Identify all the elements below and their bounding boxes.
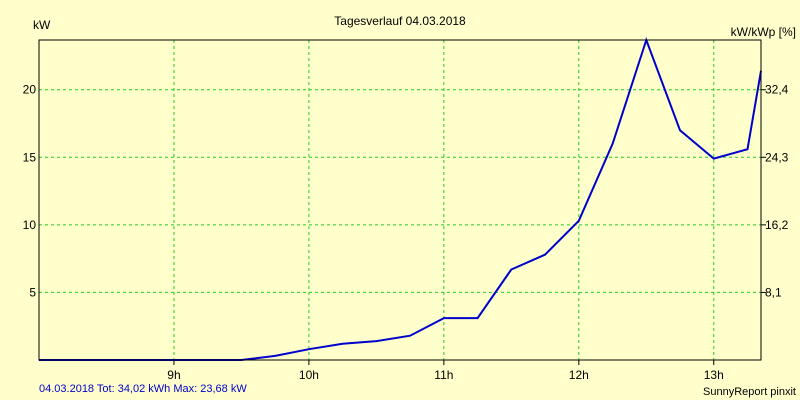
y-axis-right-label: kW/kWp [%] <box>731 25 796 39</box>
y-tick-label-right: 32,4 <box>765 83 789 97</box>
y-tick-label-left: 5 <box>29 285 36 299</box>
x-tick-label: 10h <box>299 368 319 382</box>
chart-title: Tagesverlauf 04.03.2018 <box>334 14 466 28</box>
x-tick-label: 9h <box>167 368 180 382</box>
x-tick-label: 11h <box>434 368 453 382</box>
y-tick-label-left: 15 <box>23 150 37 164</box>
plot-area <box>39 40 761 360</box>
y-tick-label-right: 16,2 <box>765 218 789 232</box>
x-tick-label: 12h <box>569 368 589 382</box>
tick-labels: 9h 10h 11h 12h 13h 5 8,1 10 16,2 15 24,3 20 32,4 <box>23 83 789 382</box>
grid <box>39 40 766 365</box>
y-axis-left-label: kW <box>33 18 51 32</box>
footer-summary: 04.03.2018 Tot: 34,02 kWh Max: 23,68 kW <box>39 383 247 395</box>
y-tick-label-right: 8,1 <box>765 285 782 299</box>
y-tick-label-right: 24,3 <box>765 150 789 164</box>
footer-credit: SunnyReport pinxit <box>703 386 796 398</box>
plot-frame <box>38 39 762 361</box>
y-tick-label-left: 10 <box>23 218 37 232</box>
y-tick-label-left: 20 <box>23 83 37 97</box>
x-tick-label: 13h <box>704 368 724 382</box>
